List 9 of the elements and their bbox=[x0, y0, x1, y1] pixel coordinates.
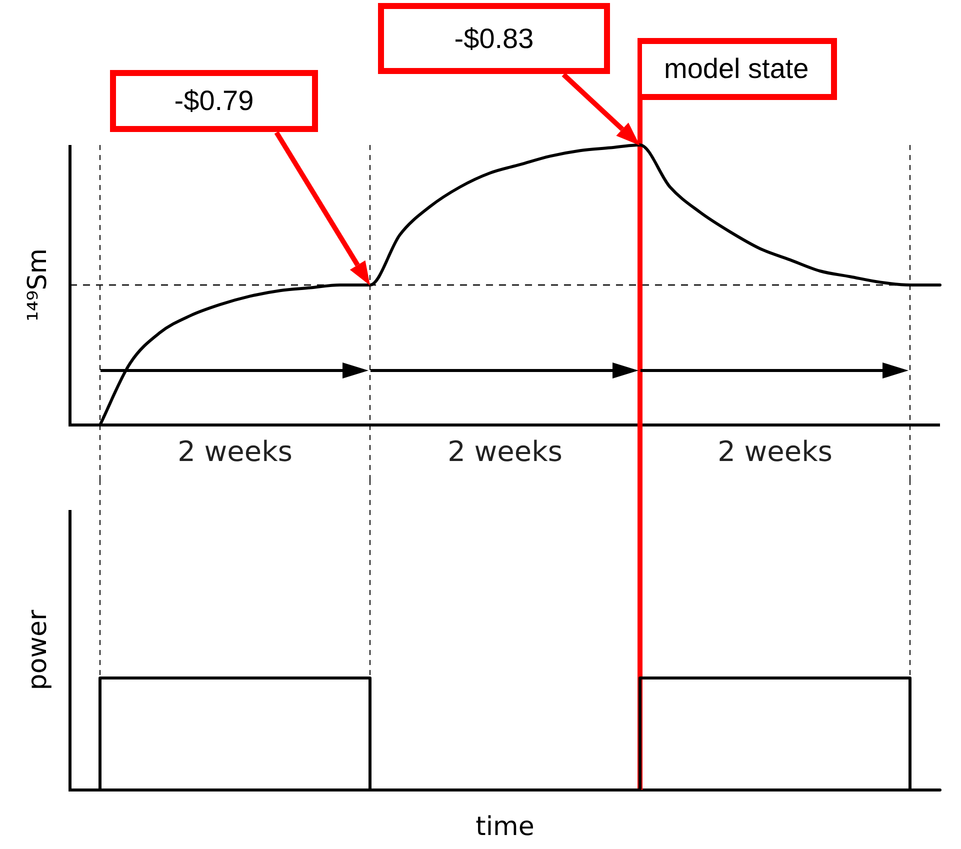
text: 2 weeks bbox=[178, 435, 292, 468]
text: model state bbox=[664, 53, 809, 84]
text: -$0.83 bbox=[378, 3, 610, 74]
text: 2 weeks bbox=[448, 435, 562, 468]
text: 2 weeks bbox=[718, 435, 832, 468]
y-axis-title: power bbox=[23, 610, 53, 690]
x-axis-title: time bbox=[476, 812, 534, 842]
y-axis-title: ¹⁴⁹Sm bbox=[23, 248, 53, 322]
text: -$0.79 bbox=[110, 70, 318, 132]
